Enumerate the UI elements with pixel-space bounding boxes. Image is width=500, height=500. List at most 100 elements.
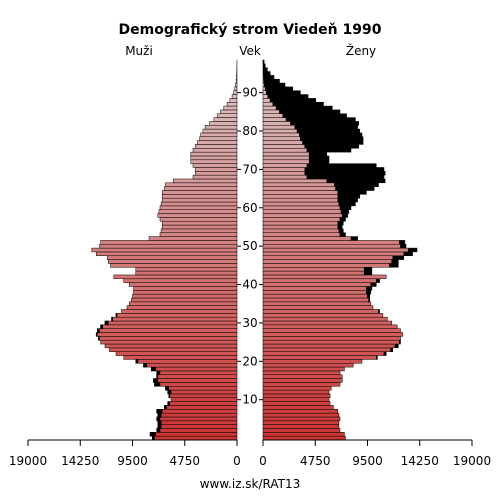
- male-bar: [226, 101, 238, 107]
- female-bar: [262, 278, 377, 283]
- age-tick-label: 90: [242, 86, 257, 100]
- female-bar: [262, 297, 369, 303]
- female-excess-bar: [366, 290, 372, 295]
- male-excess-bar: [165, 386, 170, 391]
- female-bar: [262, 405, 334, 410]
- male-bar: [161, 194, 238, 199]
- female-bar: [262, 163, 308, 168]
- age-label: Vek: [239, 44, 261, 58]
- male-bar: [209, 121, 238, 126]
- male-bar: [156, 428, 238, 433]
- female-excess-bar: [264, 82, 286, 88]
- male-bar: [167, 401, 238, 406]
- female-excess-bar: [368, 297, 370, 303]
- female-bar: [262, 316, 388, 322]
- female-bar: [262, 301, 372, 306]
- footer-url: www.iz.sk/RAT13: [200, 477, 301, 491]
- x-tick-label: 9500: [352, 454, 383, 468]
- x-tick-label: 19000: [453, 454, 491, 468]
- male-excess-bar: [167, 401, 171, 406]
- male-bar: [126, 305, 238, 310]
- female-excess-bar: [294, 125, 358, 130]
- male-bar: [161, 190, 238, 195]
- female-excess-bar: [300, 136, 364, 141]
- female-bar: [262, 290, 367, 295]
- male-bar: [194, 144, 238, 149]
- male-bar: [213, 117, 238, 122]
- female-excess-bar: [391, 259, 399, 264]
- female-excess-bar: [337, 190, 367, 195]
- female-bar: [262, 159, 310, 164]
- male-bar: [165, 182, 238, 187]
- female-bar: [262, 263, 390, 268]
- female-bar: [262, 190, 339, 195]
- female-bar: [262, 336, 401, 341]
- female-excess-bar: [407, 247, 418, 253]
- female-excess-bar: [337, 220, 344, 226]
- male-bar: [160, 228, 238, 233]
- female-excess-bar: [399, 339, 401, 345]
- female-excess-bar: [304, 167, 385, 172]
- male-excess-bar: [154, 382, 161, 387]
- female-excess-bar: [263, 78, 280, 84]
- female-excess-bar: [378, 309, 380, 314]
- female-excess-bar: [304, 171, 386, 176]
- male-bar: [157, 213, 238, 218]
- male-excess-bar: [156, 374, 159, 379]
- male-bar: [200, 132, 238, 138]
- female-bar: [262, 351, 385, 356]
- female-bar: [262, 182, 335, 187]
- female-bar: [262, 228, 340, 233]
- female-excess-bar: [299, 132, 363, 138]
- male-excess-bar: [152, 435, 155, 441]
- female-bar: [262, 324, 398, 329]
- female-bar: [262, 243, 401, 249]
- male-excess-bar: [156, 370, 161, 376]
- x-tick-label: 19000: [9, 454, 47, 468]
- female-bar: [262, 197, 339, 203]
- female-excess-bar: [285, 117, 356, 122]
- female-bar: [262, 359, 363, 364]
- female-bar: [262, 224, 339, 230]
- x-tick-label: 9500: [117, 454, 148, 468]
- male-bar: [128, 301, 238, 306]
- female-bar: [262, 171, 306, 176]
- male-bar: [159, 217, 238, 222]
- x-tick-label: 4750: [300, 454, 331, 468]
- female-bar: [262, 255, 394, 260]
- male-bar: [128, 282, 238, 287]
- male-bar: [148, 236, 238, 241]
- female-bar: [262, 428, 341, 433]
- female-bar: [262, 194, 339, 199]
- female-bar: [262, 86, 266, 91]
- male-bar: [220, 109, 238, 114]
- male-bar: [161, 220, 238, 226]
- female-excess-bar: [263, 71, 271, 76]
- female-excess-bar: [272, 101, 324, 107]
- female-bar: [262, 217, 341, 222]
- male-excess-bar: [167, 389, 172, 395]
- female-excess-bar: [262, 59, 265, 65]
- female-excess-bar: [296, 128, 361, 134]
- female-bar: [262, 328, 401, 333]
- female-excess-bar: [383, 351, 387, 356]
- male-bar: [156, 409, 238, 414]
- male-bar: [170, 397, 238, 402]
- male-excess-bar: [95, 332, 98, 337]
- female-bar: [262, 213, 343, 218]
- female-excess-bar: [282, 113, 347, 118]
- age-tick-label: 40: [242, 278, 257, 292]
- male-bar: [135, 270, 238, 276]
- female-bar: [262, 236, 352, 241]
- male-bar: [133, 286, 238, 291]
- female-bar: [262, 267, 365, 272]
- male-bar: [159, 205, 238, 210]
- female-excess-bar: [399, 240, 406, 245]
- age-tick-label: 20: [242, 354, 257, 368]
- female-excess-bar: [335, 186, 375, 191]
- female-excess-bar: [275, 105, 333, 111]
- male-excess-bar: [97, 328, 100, 333]
- female-excess-bar: [392, 255, 405, 260]
- female-bar: [262, 370, 341, 376]
- female-excess-bar: [308, 159, 330, 164]
